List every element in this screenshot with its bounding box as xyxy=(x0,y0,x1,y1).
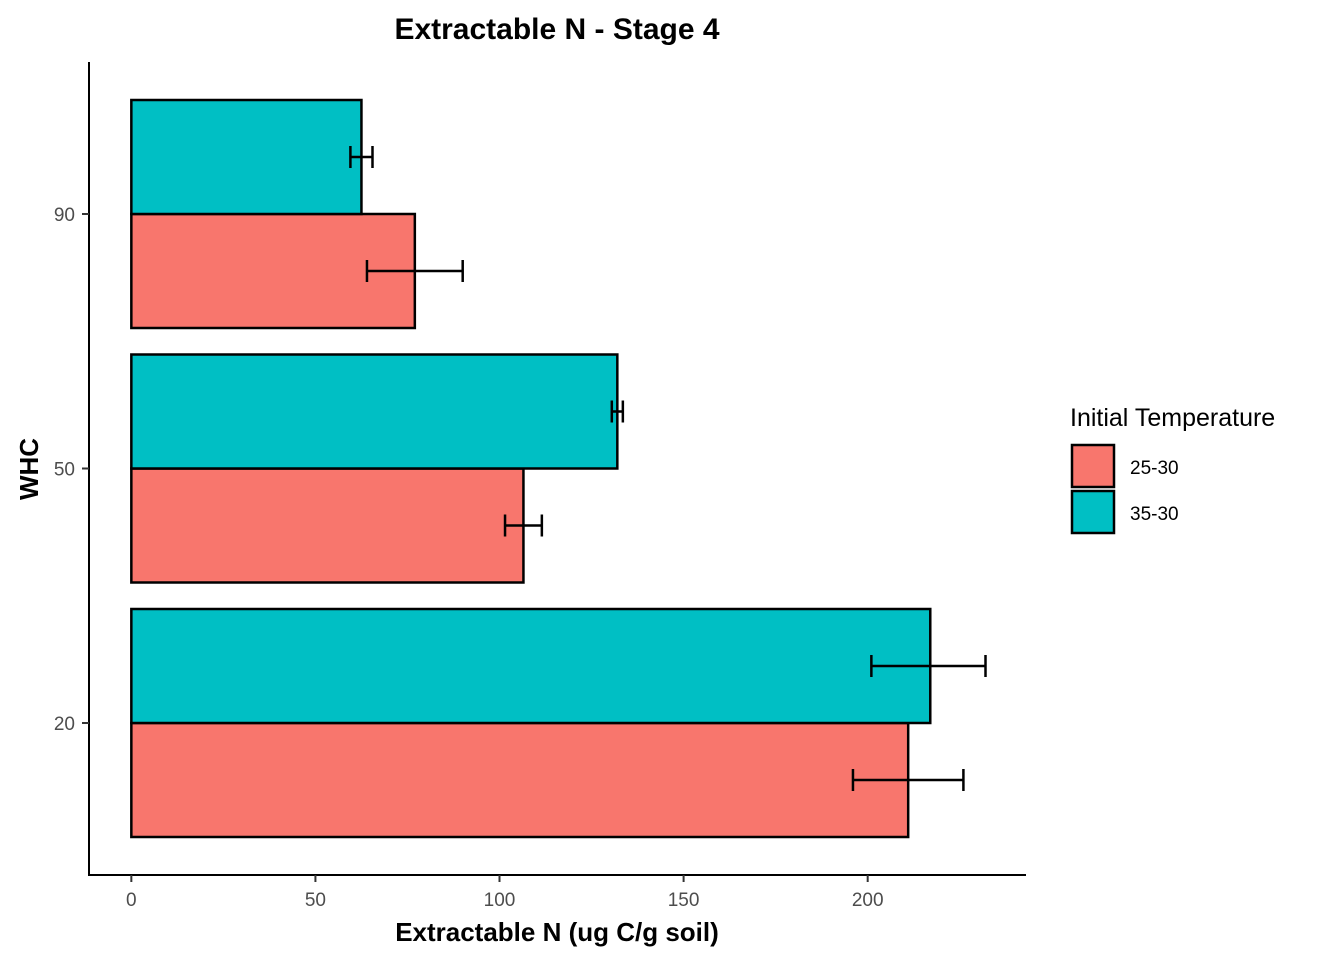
bars-layer xyxy=(130,98,932,839)
chart-title: Extractable N - Stage 4 xyxy=(394,13,719,46)
legend-key-25-30 xyxy=(1070,443,1116,489)
legend: Initial Temperature 25-30 35-30 xyxy=(1070,404,1275,535)
x-tick-label-100: 100 xyxy=(484,890,516,911)
bar-25-30-whc-20 xyxy=(130,721,910,839)
x-tick-label-50: 50 xyxy=(305,890,326,911)
y-tick-label-50: 50 xyxy=(54,460,75,481)
x-axis-ticks: 0 50 100 150 200 xyxy=(126,875,884,911)
error-bars-layer xyxy=(349,146,987,791)
legend-label-25-30: 25-30 xyxy=(1130,458,1179,479)
x-tick-label-150: 150 xyxy=(668,890,700,911)
legend-items: 25-30 35-30 xyxy=(1070,443,1179,535)
y-axis-title: WHC xyxy=(14,438,44,500)
bar-35-30-whc-20 xyxy=(130,607,932,725)
x-tick-label-200: 200 xyxy=(852,890,884,911)
legend-label-35-30: 35-30 xyxy=(1130,504,1179,525)
bar-25-30-whc-50 xyxy=(130,467,525,584)
bar-35-30-whc-90 xyxy=(130,98,363,216)
x-tick-label-0: 0 xyxy=(126,890,137,911)
legend-key-35-30 xyxy=(1070,489,1116,535)
bar-35-30-whc-50 xyxy=(130,353,619,470)
legend-title: Initial Temperature xyxy=(1070,404,1275,432)
x-axis-title: Extractable N (ug C/g soil) xyxy=(395,917,719,947)
y-tick-label-20: 20 xyxy=(54,714,75,735)
y-axis-ticks: 20 50 90 xyxy=(54,205,89,735)
y-tick-label-90: 90 xyxy=(54,205,75,226)
